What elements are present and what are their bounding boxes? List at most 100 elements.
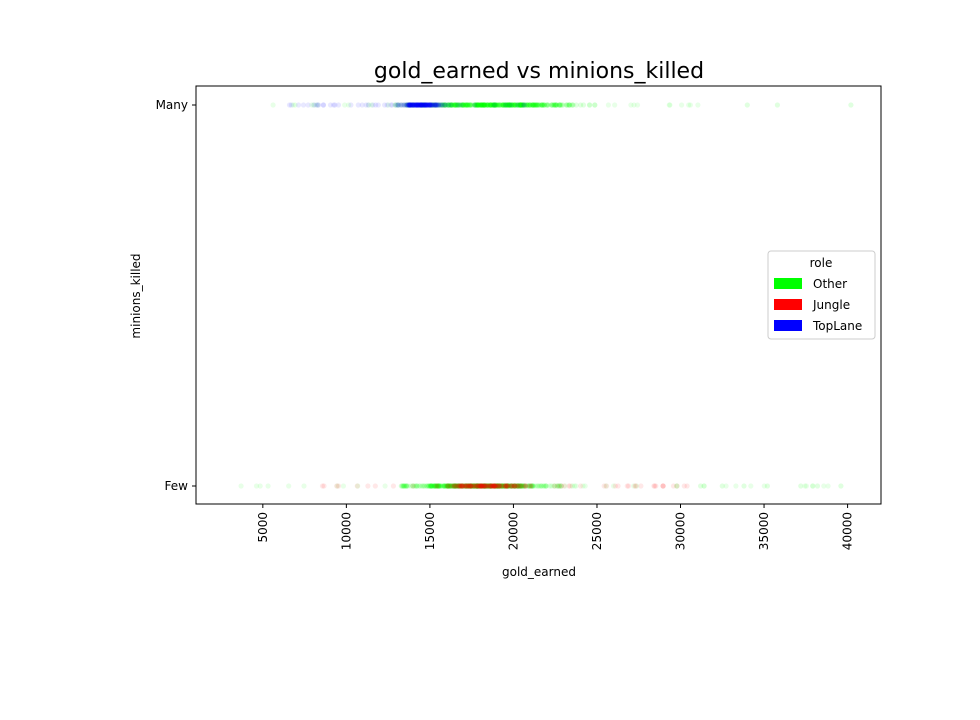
point-other [434,483,441,489]
point-jungle [478,483,484,489]
point-other [488,483,494,489]
point-other [477,102,483,108]
point-other [427,483,433,489]
point-other [460,102,466,108]
point-other [573,483,579,489]
point-other [698,483,704,489]
point-other [493,483,499,489]
point-other [517,102,523,108]
point-other [506,483,512,489]
point-other [455,102,461,108]
point-other [497,483,503,489]
point-other [487,102,493,108]
point-other [441,483,447,489]
x-axis-label: gold_earned [502,565,576,579]
point-other [404,102,410,108]
point-jungle [479,483,485,489]
point-other [420,102,426,108]
point-jungle [496,483,502,489]
point-jungle [472,483,478,489]
point-jungle [483,483,489,489]
point-jungle [492,483,498,489]
point-jungle [509,483,515,489]
legend-label-other: Other [813,277,847,291]
point-other [401,483,407,489]
point-other [519,483,525,489]
point-other [497,102,503,108]
point-toplane [424,102,430,108]
point-other [461,483,467,489]
point-other [417,483,423,489]
point-other [504,483,510,489]
point-other [403,483,410,489]
point-other [580,102,587,108]
point-other [448,102,454,108]
point-other [420,102,427,108]
point-other [499,102,506,108]
point-other [453,102,459,108]
x-axis-ticks: 5000 10000 15000 20000 25000 30000 35000 40000 [256,504,855,550]
point-toplane [407,102,413,108]
point-other [468,483,474,489]
point-other [465,483,471,489]
point-other [564,102,570,108]
point-other [504,483,510,489]
point-other [456,102,462,108]
point-other [518,483,524,489]
point-jungle [489,483,495,489]
point-other [508,483,514,489]
point-toplane [384,102,390,108]
point-other [481,483,487,489]
point-other [430,483,436,489]
point-other [445,483,451,489]
point-other [474,102,480,108]
point-other [554,483,560,489]
point-other [482,483,488,489]
point-jungle [481,483,487,489]
point-other [437,102,443,108]
point-other [346,102,352,108]
point-toplane [424,102,430,108]
point-toplane [409,102,415,108]
point-toplane [427,102,433,108]
point-other [479,102,485,108]
point-toplane [409,102,415,108]
point-other [512,102,518,108]
point-other [450,102,456,108]
point-other [482,102,488,108]
point-other [467,102,473,108]
point-other [492,102,498,108]
point-other [474,102,480,108]
point-other [428,483,434,489]
point-jungle [489,483,495,489]
point-other [456,102,462,108]
point-toplane [429,102,435,108]
point-other [475,102,481,108]
point-other [426,483,432,489]
point-toplane [406,102,412,108]
point-other [472,102,478,108]
point-toplane [407,102,413,108]
point-jungle [482,483,488,489]
point-toplane [432,102,438,108]
point-other [497,102,503,108]
point-toplane [435,102,441,108]
point-other [477,483,483,489]
point-jungle [612,483,618,489]
point-toplane [406,102,412,108]
point-other [495,483,501,489]
point-other [441,102,447,108]
point-other [499,483,505,489]
point-other [457,102,463,108]
point-toplane [418,102,424,108]
point-jungle [462,483,468,489]
point-other [539,102,545,108]
point-toplane [420,102,426,108]
point-toplane [421,102,427,108]
point-jungle [487,483,494,489]
point-other [438,483,444,489]
point-other [464,102,470,108]
point-jungle [492,483,498,489]
point-other [539,102,546,108]
point-toplane [432,102,438,108]
